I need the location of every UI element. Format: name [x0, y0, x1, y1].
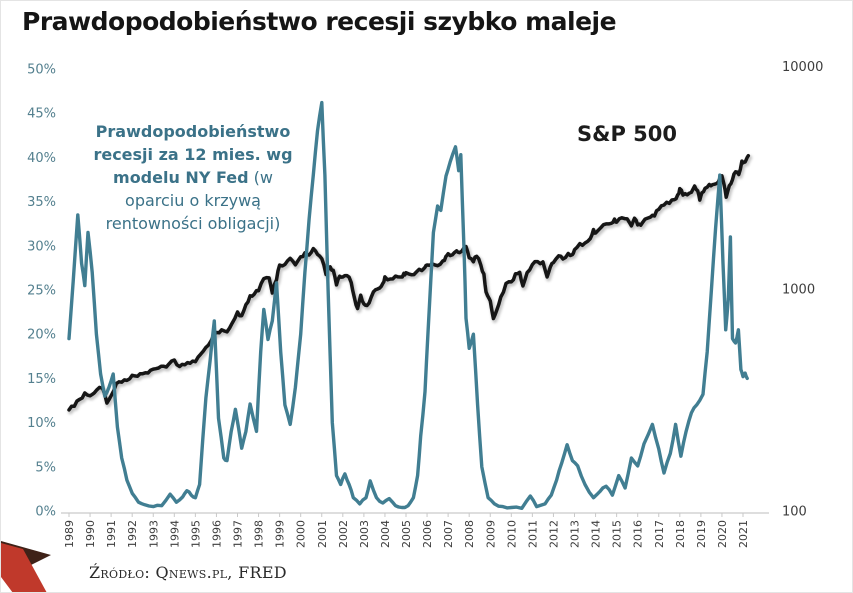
- right-axis-tick-label: 1000: [782, 282, 815, 297]
- annotation-line: rentowności obligacji): [105, 214, 281, 233]
- x-axis-year-label: 2004: [379, 520, 392, 548]
- page-title: Prawdopodobieństwo recesji szybko maleje: [22, 7, 617, 36]
- x-axis-year-label: 2013: [569, 520, 582, 548]
- x-axis-year-label: 2002: [337, 520, 350, 548]
- x-axis-year-label: 2014: [590, 520, 603, 548]
- x-axis-year-label: 2003: [358, 520, 371, 548]
- x-axis-year-label: 1996: [210, 520, 223, 548]
- x-axis-year-label: 2021: [737, 520, 750, 548]
- x-axis-year-label: 1990: [84, 520, 97, 548]
- x-axis-year-label: 1998: [253, 520, 266, 548]
- logo-red-triangle: [1, 543, 47, 592]
- x-axis-year-label: 2008: [463, 520, 476, 548]
- left-axis-tick-label: 5%: [35, 460, 56, 475]
- x-axis-year-label: 1989: [63, 520, 76, 548]
- x-axis-year-label: 2015: [611, 520, 624, 548]
- x-axis-year-label: 2017: [653, 520, 666, 548]
- source-caption: Źródło: Qnews.pl, FRED: [89, 563, 287, 582]
- x-axis-year-label: 2011: [526, 520, 539, 548]
- left-axis-tick-label: 45%: [27, 107, 56, 122]
- x-axis-year-label: 1995: [189, 520, 202, 548]
- x-axis-year-label: 2019: [695, 520, 708, 548]
- left-axis-tick-label: 40%: [27, 151, 56, 166]
- x-axis-year-label: 2016: [632, 520, 645, 548]
- x-axis-year-label: 2000: [295, 520, 308, 548]
- x-axis-year-label: 2012: [547, 520, 560, 548]
- annotation-line: Prawdopodobieństwo: [95, 122, 291, 141]
- recession-probability-line: [67, 100, 749, 510]
- x-axis-year-label: 2009: [484, 520, 497, 548]
- x-axis-year-label: 2005: [400, 520, 413, 548]
- x-axis-year-label: 1994: [168, 520, 181, 548]
- x-axis-year-label: 1993: [147, 520, 160, 548]
- annotation-line: recesji za 12 mies. wg: [93, 145, 293, 164]
- x-axis-year-label: 2018: [674, 520, 687, 548]
- sp500-series-label: S&P 500: [577, 122, 677, 146]
- left-axis-tick-label: 0%: [35, 505, 56, 520]
- left-axis-tick-label: 35%: [27, 195, 56, 210]
- x-axis-year-label: 2010: [505, 520, 518, 548]
- right-axis-tick-label: 100: [782, 505, 807, 520]
- annotation-line: oparciu o krzywą: [125, 191, 261, 210]
- x-axis-year-label: 2007: [442, 520, 455, 548]
- annotation-line: modelu NY Fed (w: [113, 168, 273, 187]
- x-axis-year-label: 1997: [232, 520, 245, 548]
- x-axis-year-label: 2001: [316, 520, 329, 548]
- sp500-line: [67, 153, 751, 412]
- right-axis-tick-label: 10000: [782, 60, 823, 75]
- left-axis-tick-label: 25%: [27, 284, 56, 299]
- left-axis-tick-label: 15%: [27, 372, 56, 387]
- x-axis-year-label: 1992: [126, 520, 139, 548]
- left-axis-tick-label: 50%: [27, 63, 56, 78]
- left-axis-tick-label: 30%: [27, 239, 56, 254]
- qnews-logo-icon: [1, 541, 51, 592]
- x-axis-year-label: 1991: [105, 520, 118, 548]
- x-axis-year-label: 2006: [421, 520, 434, 548]
- x-axis-year-label: 2020: [716, 520, 729, 548]
- left-axis-tick-label: 10%: [27, 416, 56, 431]
- x-axis-year-label: 1999: [274, 520, 287, 548]
- left-axis-tick-label: 20%: [27, 328, 56, 343]
- recession-annotation: Prawdopodobieństwo recesji za 12 mies. w…: [73, 120, 313, 235]
